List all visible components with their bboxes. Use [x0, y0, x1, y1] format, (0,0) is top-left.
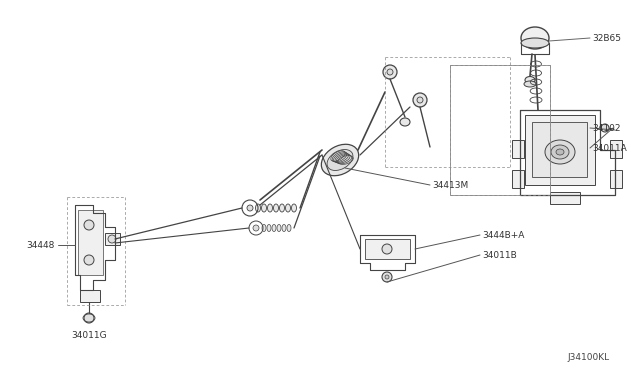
Bar — [365, 239, 410, 259]
Ellipse shape — [400, 118, 410, 126]
Text: 3444B+A: 3444B+A — [482, 231, 524, 240]
Circle shape — [387, 69, 393, 75]
Ellipse shape — [525, 77, 535, 83]
Bar — [105, 233, 120, 245]
Text: 34011G: 34011G — [71, 330, 107, 340]
Ellipse shape — [280, 204, 285, 212]
Bar — [610, 140, 622, 158]
Bar — [532, 122, 587, 177]
Ellipse shape — [267, 224, 271, 231]
Circle shape — [382, 272, 392, 282]
Circle shape — [385, 275, 389, 279]
Ellipse shape — [255, 204, 260, 212]
Ellipse shape — [327, 150, 353, 170]
Ellipse shape — [545, 140, 575, 164]
Text: 32B65: 32B65 — [592, 33, 621, 42]
Ellipse shape — [282, 224, 286, 231]
Bar — [525, 115, 595, 185]
Text: J34100KL: J34100KL — [568, 353, 610, 362]
Ellipse shape — [556, 149, 564, 155]
Bar — [450, 65, 550, 195]
Ellipse shape — [291, 204, 296, 212]
Circle shape — [413, 93, 427, 107]
Ellipse shape — [262, 204, 266, 212]
Circle shape — [383, 65, 397, 79]
Circle shape — [601, 124, 609, 132]
Ellipse shape — [551, 145, 569, 159]
Circle shape — [84, 220, 94, 230]
Circle shape — [84, 255, 94, 265]
Text: 34011B: 34011B — [482, 250, 516, 260]
Ellipse shape — [521, 38, 549, 48]
Ellipse shape — [521, 27, 549, 49]
Bar — [610, 170, 622, 188]
Circle shape — [247, 205, 253, 211]
Circle shape — [84, 313, 94, 323]
Bar — [512, 140, 524, 158]
Text: 34448: 34448 — [27, 241, 55, 250]
Ellipse shape — [285, 204, 291, 212]
Bar — [80, 290, 100, 302]
Ellipse shape — [287, 224, 291, 231]
Text: 34011A: 34011A — [592, 144, 627, 153]
Circle shape — [108, 235, 116, 243]
Ellipse shape — [524, 81, 536, 87]
Ellipse shape — [277, 224, 281, 231]
Ellipse shape — [268, 204, 273, 212]
Ellipse shape — [273, 204, 278, 212]
Bar — [550, 192, 580, 204]
Circle shape — [417, 97, 423, 103]
Ellipse shape — [272, 224, 276, 231]
Circle shape — [382, 244, 392, 254]
Ellipse shape — [321, 144, 358, 176]
Ellipse shape — [262, 224, 266, 231]
Bar — [78, 210, 103, 275]
Bar — [512, 170, 524, 188]
Circle shape — [253, 225, 259, 231]
Text: 34102: 34102 — [592, 124, 621, 132]
Text: 34413M: 34413M — [432, 180, 468, 189]
